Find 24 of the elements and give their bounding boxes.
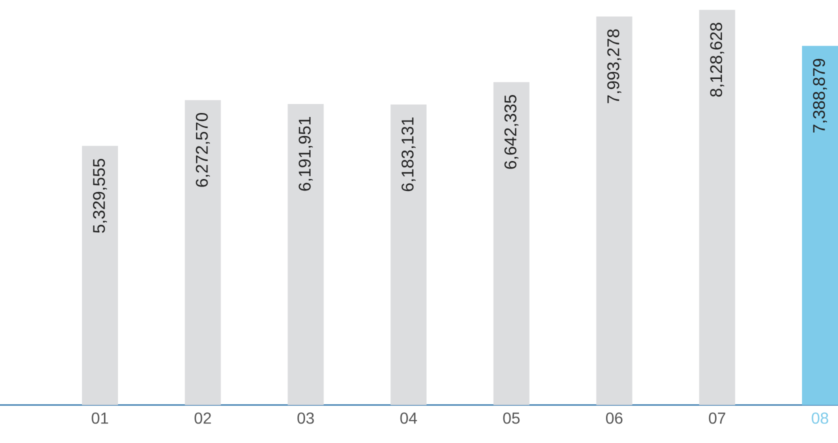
x-tick-label: 08 xyxy=(812,412,828,424)
x-tick-label: 01 xyxy=(92,412,108,424)
bar xyxy=(82,146,118,405)
data-label: 7,388,879 xyxy=(813,58,828,132)
x-tick-label: 02 xyxy=(194,412,211,424)
bar xyxy=(493,82,530,405)
x-tick-label: 03 xyxy=(297,412,314,424)
data-label: 5,329,555 xyxy=(92,158,107,233)
x-tick-label: 07 xyxy=(708,412,726,424)
bar xyxy=(699,10,736,405)
bar xyxy=(596,16,632,405)
data-label: 6,272,570 xyxy=(196,112,210,187)
x-tick-label: 04 xyxy=(400,412,417,424)
data-label: 6,642,335 xyxy=(504,95,518,169)
bar xyxy=(184,100,221,405)
bar xyxy=(390,104,427,405)
x-tick-label: 06 xyxy=(606,412,622,424)
data-label: 6,191,951 xyxy=(298,117,313,191)
bar xyxy=(288,104,324,405)
data-label: 7,993,278 xyxy=(607,29,622,104)
data-label: 8,128,628 xyxy=(710,22,724,97)
x-tick-label: 05 xyxy=(503,412,520,424)
data-label: 6,183,131 xyxy=(402,117,416,192)
bar xyxy=(802,46,838,405)
